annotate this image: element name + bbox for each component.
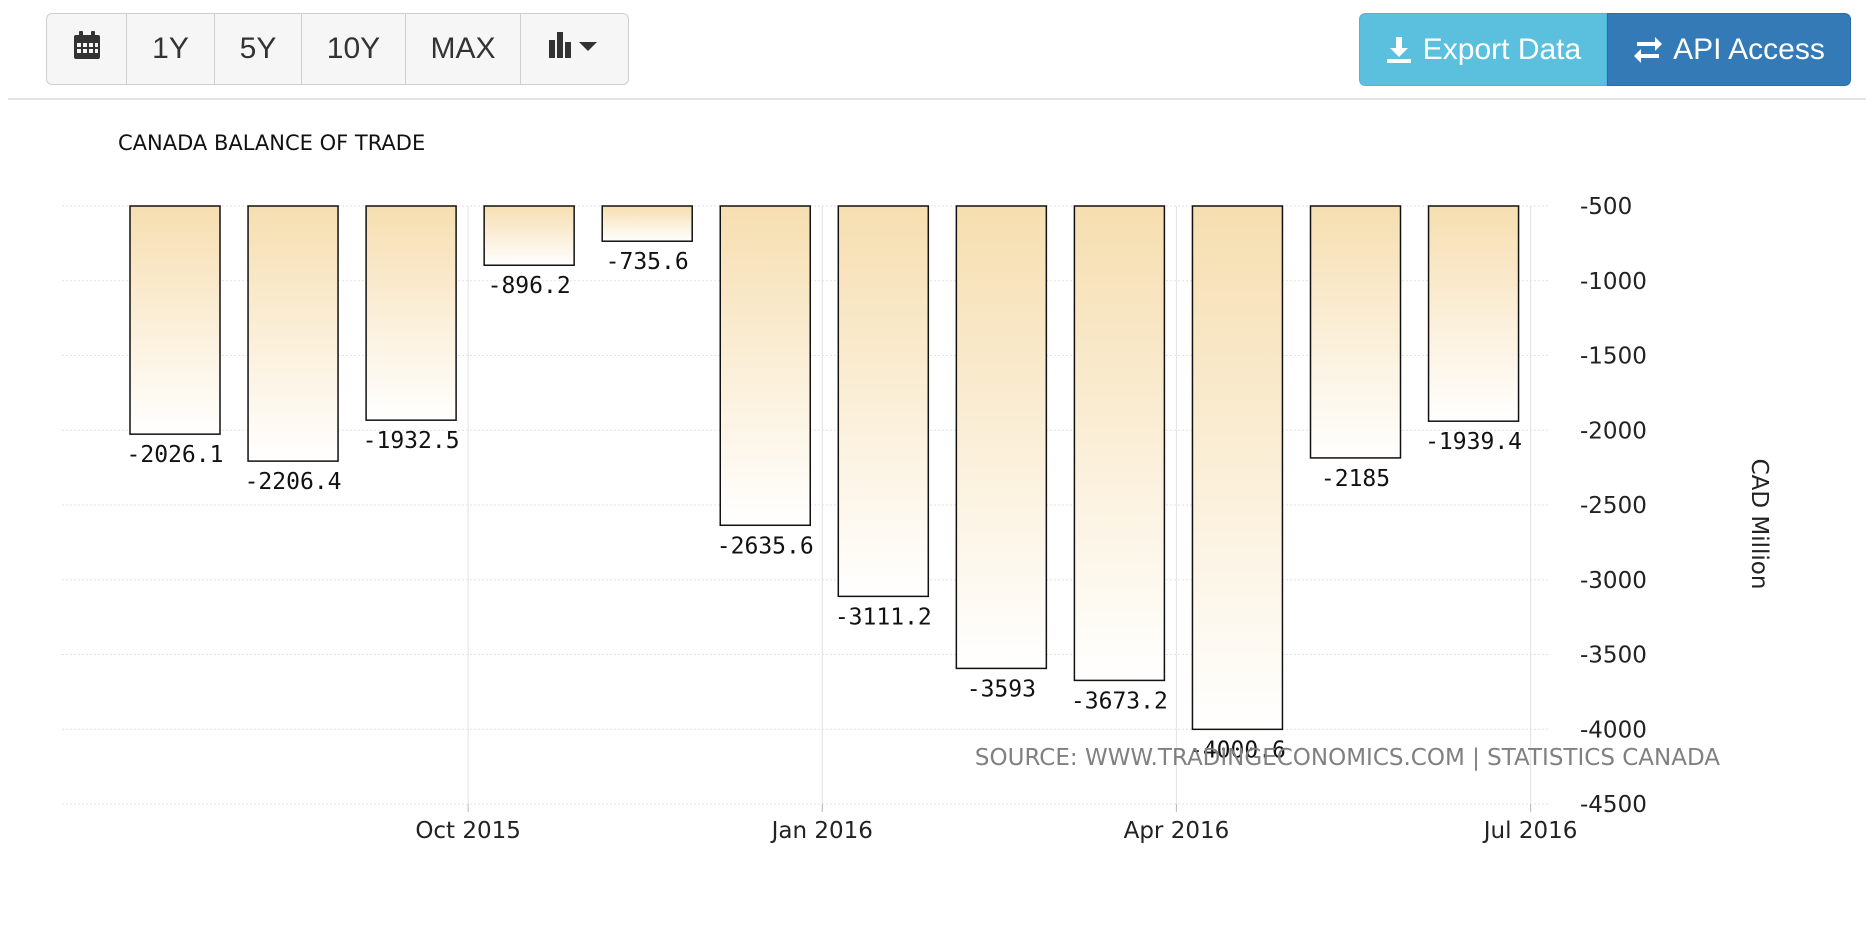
y-tick-label: -1500 — [1580, 344, 1647, 370]
bar-value-label: -3673.2 — [1071, 688, 1168, 714]
bar-value-label: -2206.4 — [245, 469, 342, 495]
toolbar: 1Y 5Y 10Y MAX Expor — [8, 0, 1866, 100]
bar-value-label: -1939.4 — [1425, 429, 1522, 455]
api-access-button[interactable]: API Access — [1607, 13, 1851, 86]
exchange-arrows-icon — [1633, 36, 1663, 64]
balance-of-trade-chart: -2026.1 -2206.4 -1932.5 -896.2 -735.6 -2635.6… — [62, 131, 1772, 844]
bar-value-labels: -2026.1 -2206.4 -1932.5 -896.2 -735.6 -2635.6… — [127, 249, 1522, 763]
range-10y-button[interactable]: 10Y — [302, 14, 406, 84]
x-tick-label: Jan 2016 — [770, 818, 873, 844]
y-tick-label: -3500 — [1580, 643, 1647, 669]
bar-jun-2016[interactable] — [1309, 205, 1402, 459]
calendar-button[interactable] — [47, 14, 127, 84]
range-5y-button[interactable]: 5Y — [215, 14, 302, 84]
range-max-button[interactable]: MAX — [406, 14, 521, 84]
x-tick-label: Oct 2015 — [415, 818, 521, 844]
bar-value-label: -4000.6 — [1189, 737, 1286, 763]
bar-apr-2016[interactable] — [1073, 205, 1166, 682]
x-tick-label: Jul 2016 — [1482, 818, 1578, 844]
bar-value-label: -1932.5 — [363, 428, 460, 454]
range-button-group: 1Y 5Y 10Y MAX — [46, 13, 629, 85]
y-tick-label: -2500 — [1580, 493, 1647, 519]
y-tick-label: -1000 — [1580, 269, 1647, 295]
bar-dec-2015[interactable] — [601, 205, 693, 242]
bar-feb-2016[interactable] — [837, 205, 930, 598]
bar-aug-2015[interactable] — [129, 205, 221, 435]
bar-chart-dropdown-icon — [547, 30, 603, 68]
bar-value-label: -2635.6 — [717, 533, 814, 559]
bar-value-label: -3593 — [967, 676, 1036, 702]
x-tick-label: Apr 2016 — [1124, 818, 1230, 844]
y-tick-label: -4500 — [1580, 792, 1647, 818]
chart-type-dropdown[interactable] — [521, 14, 628, 84]
export-data-label: Export Data — [1422, 32, 1582, 66]
bar-value-label: -3111.2 — [835, 604, 932, 630]
y-axis-title: CAD Million — [1746, 459, 1772, 590]
bar-nov-2015[interactable] — [483, 205, 575, 266]
action-button-group: Export Data API Access — [1359, 13, 1851, 86]
bar-mar-2016[interactable] — [955, 205, 1048, 670]
bar-value-label: -735.6 — [606, 249, 689, 275]
bar-may-2016[interactable] — [1191, 205, 1284, 731]
calendar-icon — [73, 30, 101, 68]
bar-value-label: -896.2 — [488, 273, 571, 299]
y-axis: -500 -1000 -1500 -2000 -2500 -3000 -3500 -4000 -… — [1580, 194, 1647, 818]
bar-oct-2015[interactable] — [365, 205, 457, 421]
bar-jan-2016[interactable] — [719, 205, 811, 527]
bar-sep-2015[interactable] — [247, 205, 339, 462]
source-attribution: SOURCE: WWW.TRADINGECONOMICS.COM | STATI… — [975, 745, 1720, 771]
bar-value-label: -2026.1 — [127, 442, 224, 468]
download-icon — [1385, 36, 1413, 64]
y-tick-label: -4000 — [1580, 717, 1647, 743]
x-axis: Oct 2015 Jan 2016 Apr 2016 Jul 2016 — [415, 804, 1577, 844]
y-tick-label: -2000 — [1580, 418, 1647, 444]
export-data-button[interactable]: Export Data — [1359, 13, 1607, 86]
api-access-label: API Access — [1673, 32, 1825, 66]
bars — [129, 205, 1520, 731]
bar-value-label: -2185 — [1321, 466, 1390, 492]
range-1y-button[interactable]: 1Y — [127, 14, 215, 84]
y-tick-label: -3000 — [1580, 568, 1647, 594]
chart-title: CANADA BALANCE OF TRADE — [118, 131, 425, 155]
y-tick-label: -500 — [1580, 194, 1632, 220]
bar-jul-2016[interactable] — [1427, 205, 1520, 422]
